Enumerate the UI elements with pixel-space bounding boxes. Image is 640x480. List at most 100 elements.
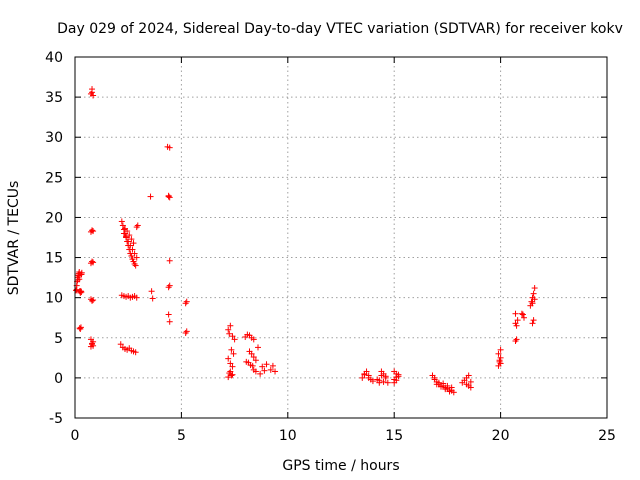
data-point (117, 341, 124, 348)
data-point (497, 346, 504, 353)
y-tick-label: 5 (54, 331, 63, 347)
data-point (126, 232, 133, 239)
data-point (252, 357, 259, 364)
data-point (518, 310, 525, 317)
data-point (76, 325, 83, 332)
y-tick-label: 30 (45, 130, 63, 146)
data-point (467, 384, 474, 391)
data-point (166, 282, 173, 289)
data-point (229, 363, 236, 370)
data-point (248, 350, 255, 357)
data-point (365, 374, 372, 381)
data-point (438, 383, 445, 390)
data-point (90, 259, 97, 266)
x-tick-label: 25 (598, 428, 616, 444)
data-point (529, 300, 536, 307)
data-point (131, 250, 138, 257)
chart-title: Day 029 of 2024, Sidereal Day-to-day VTE… (57, 21, 623, 37)
y-tick-label: 40 (45, 50, 63, 66)
data-point (250, 336, 257, 343)
data-point (529, 320, 536, 327)
data-point (512, 320, 519, 327)
data-point (495, 350, 502, 357)
data-point (369, 378, 376, 385)
data-point (513, 336, 520, 343)
data-point (272, 368, 279, 375)
data-point (89, 258, 96, 265)
data-point (376, 377, 383, 384)
data-point (363, 368, 370, 375)
data-point (380, 378, 387, 385)
data-point (225, 355, 232, 362)
data-point (119, 222, 126, 229)
data-point (267, 366, 274, 373)
data-point (269, 362, 276, 369)
y-tick-label: 15 (45, 251, 63, 267)
data-point (249, 362, 256, 369)
data-point (229, 371, 236, 378)
data-point (431, 374, 438, 381)
data-point (465, 372, 472, 379)
data-point (382, 374, 389, 381)
data-point (361, 371, 368, 378)
data-point (123, 234, 130, 241)
data-point (89, 297, 96, 304)
data-point (378, 368, 385, 375)
data-point (259, 363, 266, 370)
data-point (90, 297, 97, 304)
y-axis-label: SDTVAR / TECUs (6, 181, 22, 296)
data-point (225, 374, 232, 381)
data-point (133, 294, 140, 301)
tick-labels: 0 5 10 15 20 25 -5 0 5 10 15 20 25 30 35 40 (45, 50, 616, 444)
data-point (90, 92, 97, 99)
data-point (128, 252, 135, 259)
data-point (127, 242, 134, 249)
y-tick-label: 35 (45, 90, 63, 106)
data-point (134, 222, 141, 229)
data-point (129, 246, 136, 253)
data-point (78, 289, 85, 296)
data-point (531, 296, 538, 303)
data-points (73, 86, 538, 396)
data-point (166, 194, 173, 201)
data-point (263, 361, 270, 368)
data-point (124, 228, 131, 235)
x-tick-label: 5 (177, 428, 186, 444)
data-point (125, 238, 132, 245)
data-point (132, 349, 139, 356)
data-point (531, 285, 538, 292)
data-point (166, 144, 173, 151)
data-point (393, 374, 400, 381)
data-point (497, 360, 504, 367)
data-point (521, 314, 528, 321)
data-point (257, 370, 264, 377)
data-point (132, 262, 139, 269)
y-tick-label: 10 (45, 291, 63, 307)
data-point (496, 357, 503, 364)
data-point (229, 333, 236, 340)
data-point (252, 368, 259, 375)
data-point (148, 288, 155, 295)
data-point (467, 378, 474, 385)
data-point (230, 350, 237, 357)
data-point (446, 388, 453, 395)
data-point (166, 318, 173, 325)
x-tick-label: 20 (492, 428, 510, 444)
data-point (444, 382, 451, 389)
data-point (450, 389, 457, 396)
axis-ticks (74, 56, 608, 419)
data-point (228, 372, 235, 379)
data-point (149, 295, 156, 302)
y-tick-label: 0 (54, 371, 63, 387)
data-point (147, 193, 154, 200)
x-tick-label: 10 (279, 428, 297, 444)
data-point (78, 271, 85, 278)
x-axis-label: GPS time / hours (282, 458, 399, 474)
data-point (442, 386, 449, 393)
data-point (227, 322, 234, 329)
chart-grid (75, 57, 607, 418)
data-point (225, 326, 232, 333)
data-point (183, 298, 190, 305)
data-point (118, 218, 125, 225)
